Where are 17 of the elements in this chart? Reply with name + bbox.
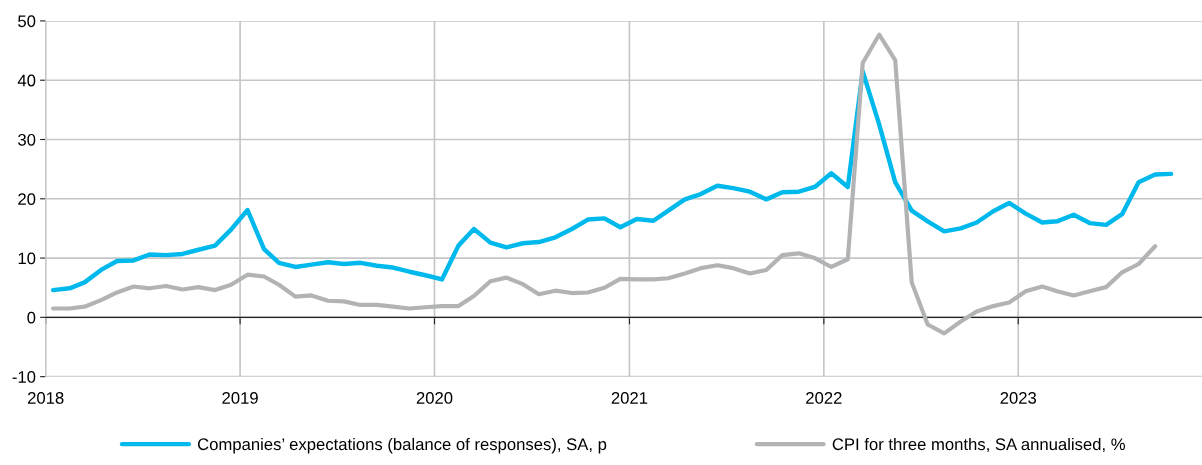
y-tick-label: -10 [12,371,36,383]
legend-label: CPI for three months, SA annualised, % [832,437,1125,453]
y-tick-label: 30 [18,133,36,146]
x-tick-label: 2023 [1000,392,1037,404]
y-tick-label: 20 [18,193,36,205]
x-tick-label: 2022 [806,392,842,404]
y-tick-label: 50 [18,15,36,28]
y-tick-label: 0 [27,311,36,324]
x-tick-label: 2018 [27,392,64,404]
y-tick-label: 10 [18,252,36,265]
x-tick-label: 2020 [416,392,453,404]
legend-label: Companies’ expectations (balance of responses), SA, p [197,437,607,454]
x-tick-label: 2021 [611,392,648,404]
line-series [50,69,1174,293]
line-series [51,32,1158,336]
y-tick-label: 40 [17,74,36,87]
x-tick-label: 2019 [222,392,258,404]
